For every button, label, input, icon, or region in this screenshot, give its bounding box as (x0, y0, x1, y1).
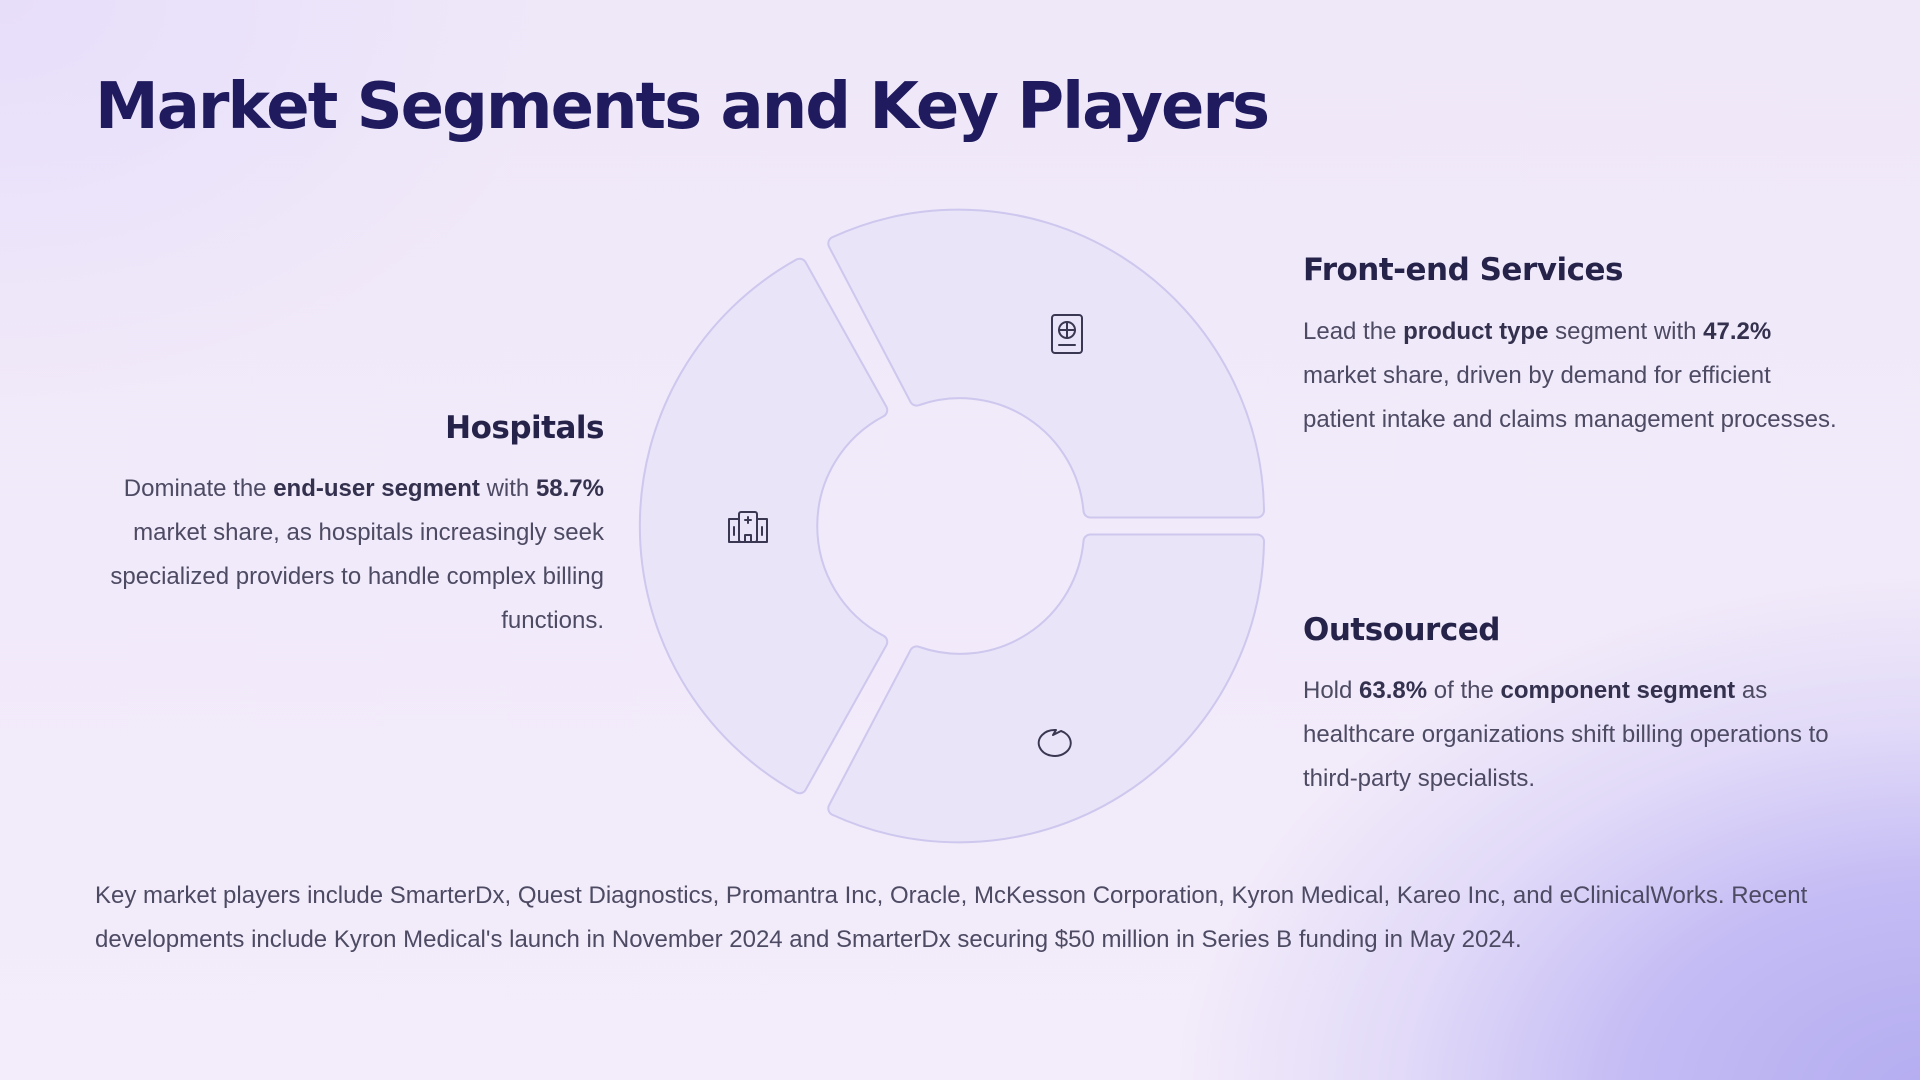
body-text: market share, as hospitals increasingly … (110, 519, 604, 634)
passport-icon (1051, 314, 1083, 354)
body-text: as healthcare organizations shift billin… (1303, 677, 1829, 792)
emphasis-text: end-user segment (273, 475, 480, 502)
speech-bubble-icon (1037, 728, 1072, 757)
body-text: Lead the (1303, 318, 1404, 345)
body-text: Dominate the (123, 475, 274, 502)
body-text: Hold (1303, 677, 1360, 704)
key-players-summary: Key market players include SmarterDx, Qu… (95, 882, 1808, 953)
emphasis-text: 63.8% (1359, 677, 1428, 704)
outsourced-heading: Outsourced (1303, 612, 1500, 648)
page-title: Market Segments and Key Players (95, 70, 1270, 144)
emphasis-text: product type (1403, 318, 1549, 345)
body-text: of the (1427, 677, 1501, 704)
hospitals-heading: Hospitals (445, 410, 604, 446)
body-text: with (479, 475, 536, 502)
emphasis-text: component segment (1500, 677, 1736, 704)
front-end-services-description: Lead the product type segment with 47.2%… (1303, 310, 1843, 442)
front-end-services-heading: Front-end Services (1303, 252, 1623, 288)
hospitals-description: Dominate the end-user segment with 58.7%… (84, 467, 604, 643)
emphasis-text: 58.7% (535, 475, 604, 502)
emphasis-text: 47.2% (1703, 318, 1772, 345)
outsourced-description: Hold 63.8% of the component segment as h… (1303, 669, 1843, 801)
hospital-icon (728, 511, 768, 543)
body-text: market share, driven by demand for effic… (1303, 362, 1837, 433)
segment-hospitals[interactable] (638, 257, 889, 795)
body-text: segment with (1548, 318, 1704, 345)
segment-front-end-services[interactable] (827, 208, 1266, 519)
segment-outsourced[interactable] (827, 533, 1266, 844)
